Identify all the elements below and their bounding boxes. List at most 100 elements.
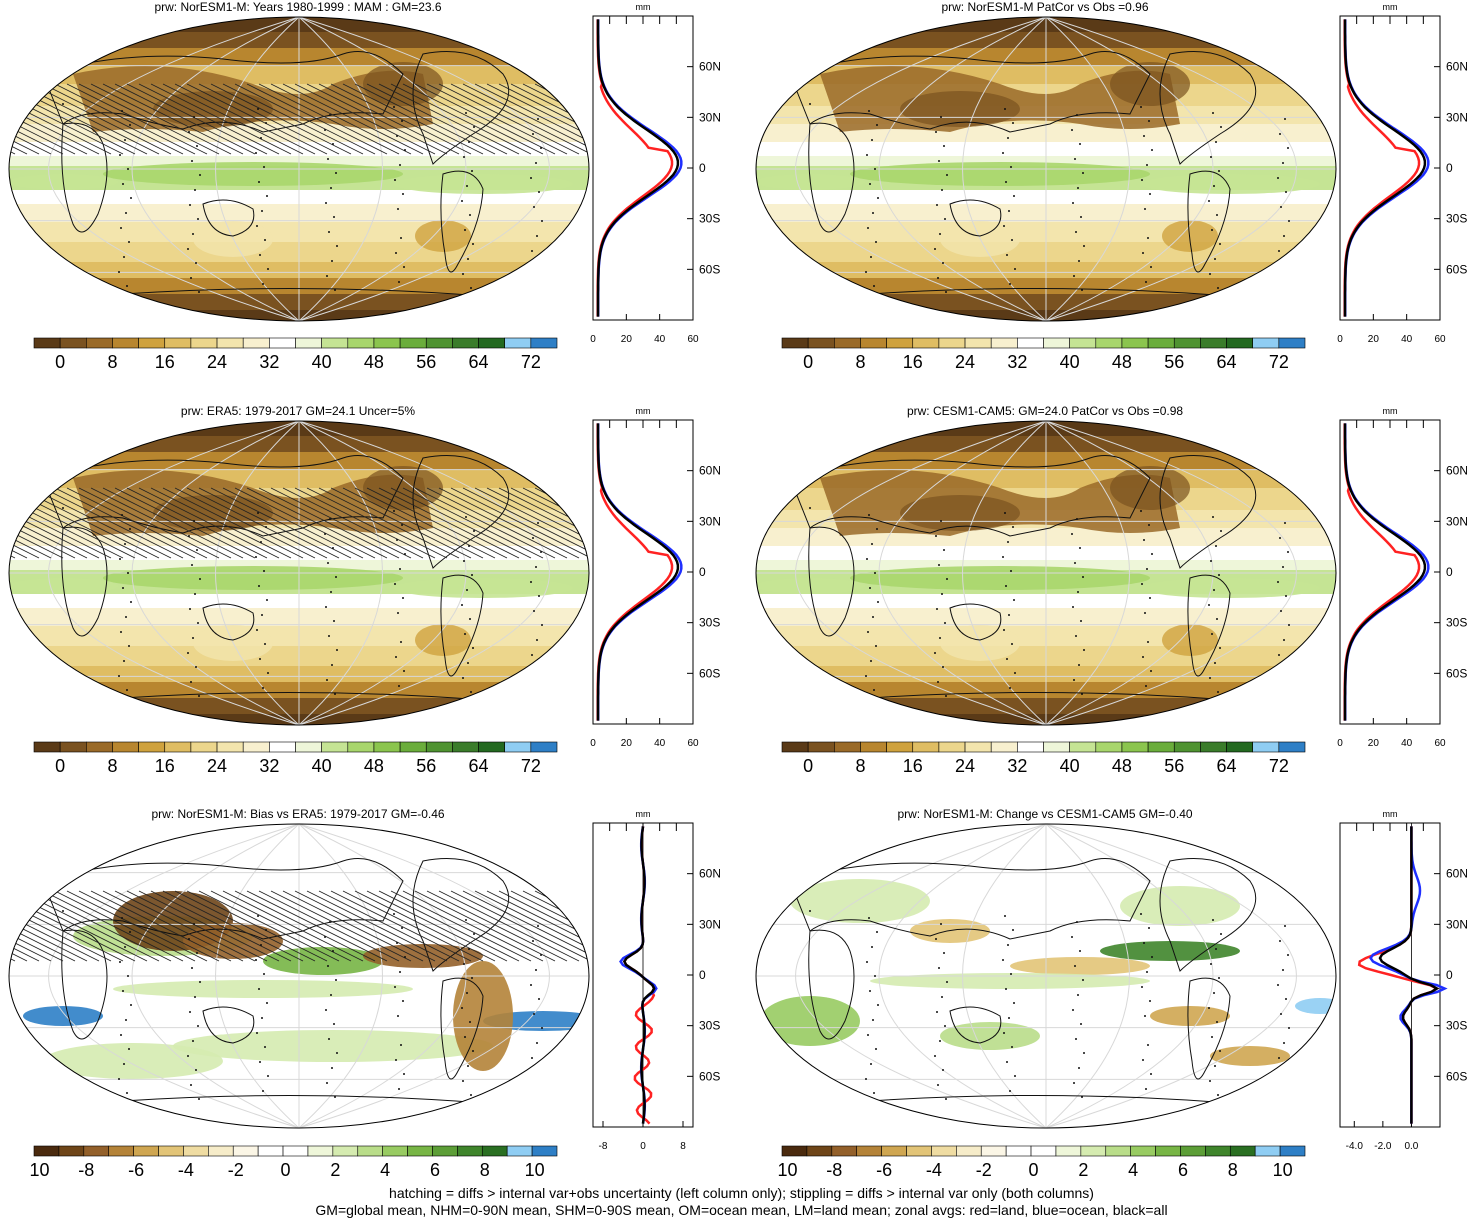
colorbar-swatch	[158, 1145, 184, 1157]
colorbar-swatch	[807, 741, 835, 753]
colorbar-tick-label: 24	[955, 756, 975, 776]
colorbar-swatch	[59, 337, 87, 349]
colorbar-tick-label: 40	[1060, 756, 1080, 776]
colorbar-tick-label: 48	[364, 756, 384, 776]
colorbar-swatch	[1200, 741, 1227, 753]
colorbar-tick-label: 40	[312, 352, 332, 372]
colorbar-swatch	[295, 337, 322, 349]
colorbar-swatch	[1147, 741, 1175, 753]
colorbar-swatch	[781, 741, 809, 753]
colorbar-tick-label: 56	[416, 352, 436, 372]
colorbar-swatch	[806, 1145, 833, 1157]
colorbar-tick-label: -10	[30, 1160, 49, 1180]
colorbar-swatch	[357, 1145, 383, 1157]
colorbar-pattern-correlation: 08162432404856647280	[781, 337, 1306, 372]
colorbar-swatch	[1180, 1145, 1206, 1157]
colorbar-swatch	[931, 1145, 957, 1157]
zonal-lat-label: 0	[1446, 161, 1453, 175]
zonal-lat-label: 30S	[699, 616, 720, 630]
colorbar-tick-label: 0	[803, 352, 813, 372]
panel-title-model-mean: prw: NorESM1-M: Years 1980-1999 : MAM : …	[154, 0, 442, 14]
zonal-lat-label: 30S	[1446, 212, 1467, 226]
colorbar-swatch	[407, 1145, 433, 1157]
colorbar-tick-label: 0	[1029, 1160, 1039, 1180]
zonal-units-label: mm	[636, 2, 651, 12]
colorbar-swatch	[886, 741, 914, 753]
colorbar-swatch	[112, 337, 139, 349]
colorbar-swatch	[332, 1145, 359, 1157]
colorbar-swatch	[530, 337, 558, 349]
colorbar-swatch	[504, 337, 532, 349]
colorbar-tick-label: 10	[1273, 1160, 1293, 1180]
zonal-units-label: mm	[636, 809, 651, 819]
colorbar-tick-label: 2	[1078, 1160, 1088, 1180]
colorbar-swatch	[138, 741, 166, 753]
colorbar-model-mean: 08162432404856647280	[33, 337, 558, 372]
colorbar-tick-label: 0	[55, 756, 65, 776]
colorbar-tick-label: -2	[976, 1160, 992, 1180]
colorbar-swatch	[138, 337, 166, 349]
map-pattern-correlation	[755, 16, 1337, 322]
colorbar-tick-label: 8	[855, 756, 865, 776]
colorbar-swatch	[1055, 1145, 1082, 1157]
colorbar-swatch	[321, 741, 349, 753]
footnote-line-1: hatching = diffs > internal var+obs unce…	[389, 1185, 1094, 1201]
colorbar-obs-era5: 08162432404856647280	[33, 741, 558, 776]
colorbar-bias-vs-era5: -10 -8 -6 -4 -2 0 2 4 6 8 10	[30, 1145, 558, 1180]
colorbar-tick-label: 40	[1060, 352, 1080, 372]
colorbar-swatch	[990, 741, 1018, 753]
colorbar-swatch	[938, 741, 966, 753]
footnote-line-2: GM=global mean, NHM=0-90N mean, SHM=0-90…	[315, 1202, 1168, 1218]
colorbar-tick-label: 48	[364, 352, 384, 372]
colorbar-tick-label: 10	[525, 1160, 545, 1180]
colorbar-swatch	[504, 741, 532, 753]
map-bias-vs-era5	[8, 823, 590, 1129]
panel-title-pattern-correlation: prw: NorESM1-M PatCor vs Obs =0.96	[941, 0, 1149, 14]
zonal-x-tick-label: 40	[1401, 738, 1413, 749]
zonal-curve-land	[596, 19, 674, 317]
colorbar-swatch	[133, 1145, 159, 1157]
colorbar-tick-label: -6	[876, 1160, 892, 1180]
colorbar-swatch	[912, 741, 940, 753]
colorbar-swatch	[58, 1145, 85, 1157]
colorbar-swatch	[1017, 741, 1044, 753]
zonal-x-tick-label: 40	[654, 334, 666, 345]
colorbar-swatch	[321, 337, 349, 349]
colorbar-swatch	[1130, 1145, 1156, 1157]
colorbar-tick-label: 64	[1217, 756, 1237, 776]
zonal-lat-label: 30N	[1446, 514, 1467, 528]
colorbar-swatch	[856, 1145, 882, 1157]
colorbar-tick-label: 8	[107, 756, 117, 776]
colorbar-swatch	[980, 1145, 1007, 1157]
colorbar-swatch	[1254, 1145, 1281, 1157]
colorbar-swatch	[860, 337, 887, 349]
colorbar-tick-label: 64	[469, 756, 489, 776]
colorbar-swatch	[1069, 741, 1097, 753]
colorbar-tick-label: 6	[430, 1160, 440, 1180]
colorbar-tick-label: 64	[469, 352, 489, 372]
colorbar-tick-label: 24	[955, 352, 975, 372]
zonal-lat-label: 60N	[699, 60, 720, 74]
colorbar-swatch	[452, 337, 479, 349]
colorbar-tick-label: 32	[259, 756, 279, 776]
colorbar-swatch	[425, 337, 453, 349]
colorbar-swatch	[781, 1145, 808, 1157]
zonal-units-label: mm	[1383, 809, 1398, 819]
colorbar-tick-label: -8	[826, 1160, 842, 1180]
colorbar-tick-label: 64	[1217, 352, 1237, 372]
colorbar-swatch	[938, 337, 966, 349]
colorbar-swatch	[1069, 337, 1097, 349]
colorbar-swatch	[1278, 337, 1306, 349]
colorbar-tick-label: 0	[803, 756, 813, 776]
colorbar-swatch	[956, 1145, 982, 1157]
colorbar-swatch	[1105, 1145, 1131, 1157]
zonal-curve-land	[1343, 19, 1421, 317]
zonal-lat-label: 60S	[1446, 666, 1467, 680]
colorbar-swatch	[347, 337, 375, 349]
zonal-lat-label: 30S	[699, 1019, 720, 1033]
zonal-curve-ocean	[1343, 19, 1430, 317]
colorbar-tick-label: 0	[281, 1160, 291, 1180]
zonal-curve-ocean	[619, 826, 658, 1124]
zonal-mean-pattern-correlation: mm 0 20 40 60 60N 30N 0 30S 60S	[1337, 2, 1467, 345]
colorbar-swatch	[164, 741, 192, 753]
